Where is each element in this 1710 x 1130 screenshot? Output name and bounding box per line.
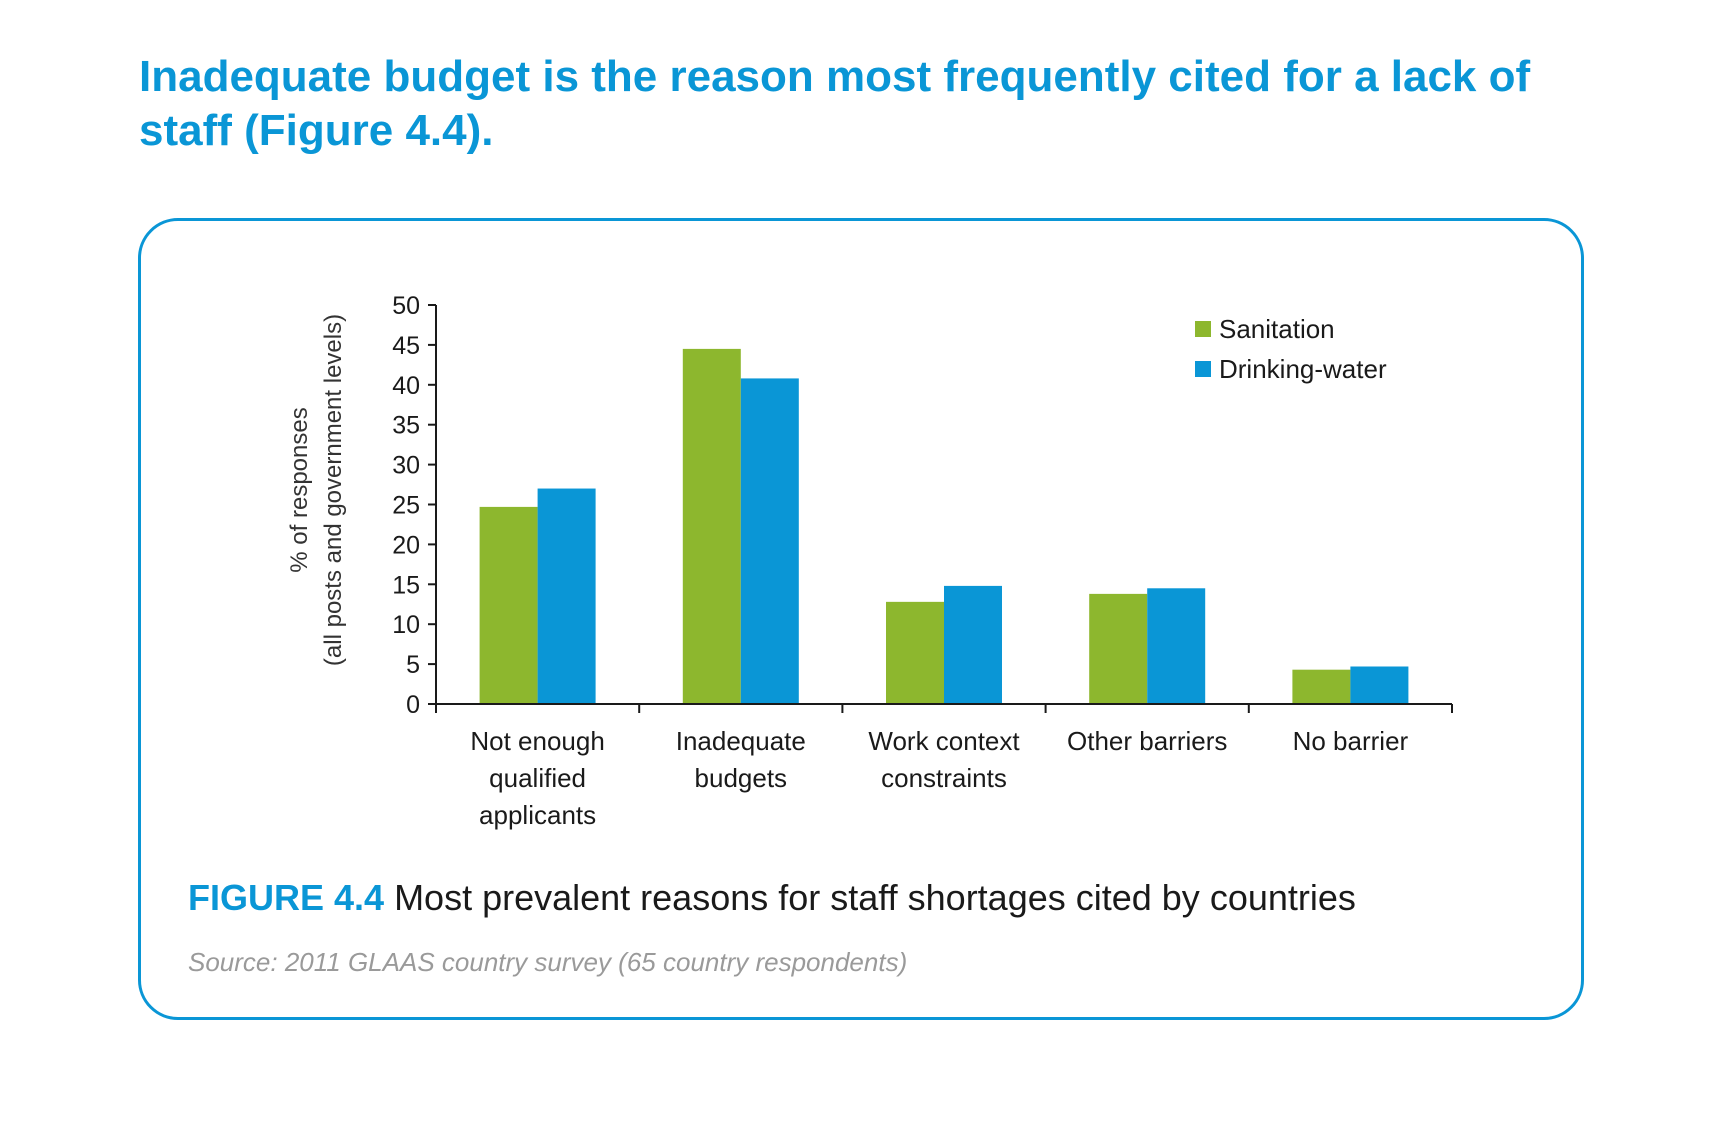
x-tick-label-1: Not enough qualified applicants <box>470 726 604 830</box>
x-tick-label-4: Other barriers <box>1067 726 1227 756</box>
y-axis-title-line: % of responses <box>286 407 313 572</box>
figure-source: Source: 2011 GLAAS country survey (65 co… <box>188 947 908 977</box>
y-axis-title-line: (all posts and government levels) <box>320 314 347 666</box>
x-tick-label-line: constraints <box>881 763 1007 793</box>
y-tick-label-0: 0 <box>406 691 420 719</box>
legend-label-drinking-water: Drinking-water <box>1219 354 1387 384</box>
bar-drinking-water-3 <box>944 585 1002 704</box>
figure-caption: FIGURE 4.4 Most prevalent reasons for st… <box>188 876 1356 920</box>
x-tick-label-line: Inadequate <box>676 726 806 756</box>
figure-caption-text: Most prevalent reasons for staff shortag… <box>384 877 1356 918</box>
bar-sanitation-2 <box>682 348 741 704</box>
x-tick-label-line: qualified <box>489 763 586 793</box>
x-tick-label-2: Inadequate budgets <box>676 726 806 793</box>
y-tick-label-25: 25 <box>392 492 420 520</box>
x-tick-label-5: No barrier <box>1293 726 1409 756</box>
x-tick-label-line: budgets <box>695 763 788 793</box>
bars <box>479 348 1409 704</box>
bar-sanitation-4 <box>1089 593 1148 704</box>
x-tick-label-line: No barrier <box>1293 726 1409 756</box>
y-tick-label-20: 20 <box>392 531 420 559</box>
bar-drinking-water-1 <box>537 488 596 704</box>
y-tick-label-15: 15 <box>392 571 420 599</box>
y-tick-label-5: 5 <box>406 651 420 679</box>
x-tick-label-3: Work context constraints <box>868 726 1020 793</box>
y-axis-title: % of responses (all posts and government … <box>286 314 347 666</box>
y-tick-label-40: 40 <box>392 372 420 400</box>
x-tick-label-line: Other barriers <box>1067 726 1227 756</box>
y-tick-label-45: 45 <box>392 332 420 360</box>
bar-drinking-water-2 <box>740 378 799 704</box>
figure-frame <box>138 218 1584 1020</box>
y-tick-label-10: 10 <box>392 611 420 639</box>
legend-swatch-drinking-water <box>1195 361 1211 377</box>
headline: Inadequate budget is the reason most fre… <box>139 52 1531 155</box>
bar-sanitation-5 <box>1292 669 1351 704</box>
x-tick-label-line: Not enough <box>470 726 604 756</box>
x-axis-tick-labels: Not enough qualified applicants Inadequate b… <box>470 726 1408 830</box>
y-tick-label-30: 30 <box>392 452 420 480</box>
y-axis-label: % of responses (all posts and government … <box>286 314 347 666</box>
legend: Sanitation Drinking-water <box>1195 314 1387 384</box>
bar-drinking-water-5 <box>1350 666 1409 704</box>
legend-swatch-sanitation <box>1195 321 1211 337</box>
legend-label-sanitation: Sanitation <box>1219 314 1335 344</box>
axes <box>428 304 1453 713</box>
figure-label: FIGURE 4.4 <box>188 877 385 918</box>
y-axis-ticks: 0 5 10 15 20 25 30 35 40 45 50 <box>392 292 420 719</box>
y-tick-label-35: 35 <box>392 412 420 440</box>
bar-sanitation-1 <box>479 506 538 704</box>
x-tick-label-line: applicants <box>479 800 596 830</box>
bar-sanitation-3 <box>886 601 944 704</box>
x-tick-label-line: Work context <box>868 726 1020 756</box>
y-tick-label-50: 50 <box>392 292 420 320</box>
bar-drinking-water-4 <box>1147 588 1206 704</box>
